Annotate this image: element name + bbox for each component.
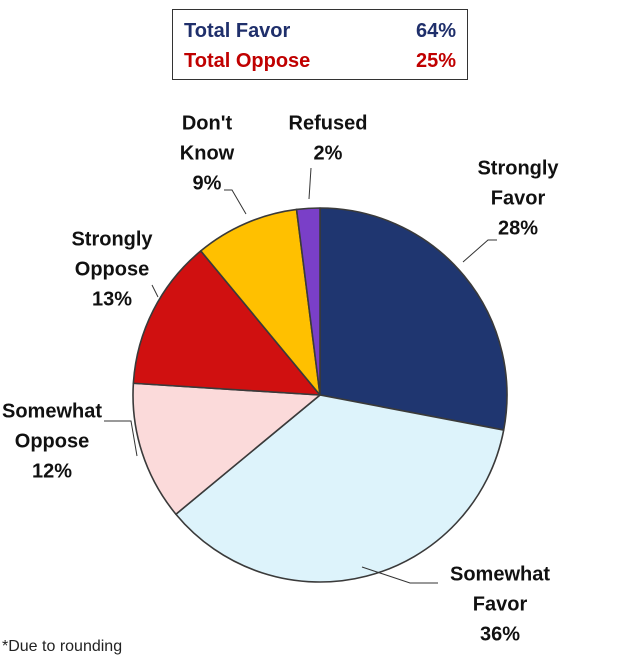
slice-value-label-somewhat-favor: 36% [480,623,520,645]
pie-slice-strongly-oppose [132,250,321,396]
total-oppose-row: Total Oppose 25% [184,47,456,75]
slice-category-label-somewhat-oppose: Somewhat [2,400,102,422]
leader-line-strongly-oppose [151,284,159,298]
slice-category-label-strongly-oppose: Strongly [71,228,153,250]
leader-line-refused [308,167,312,200]
leader-line-somewhat-favor [361,566,438,584]
slice-value-label-somewhat-oppose: 12% [32,460,72,482]
pie-slice-strongly-favor [319,207,508,431]
leader-line-strongly-favor [462,239,497,263]
footnote: *Due to rounding [2,638,123,655]
slice-category-label-strongly-favor: Favor [491,187,546,209]
slice-value-label-strongly-oppose: 13% [92,288,132,310]
slice-category-label-somewhat-favor: Favor [473,593,528,615]
pie-slice-refused [295,207,321,396]
total-oppose-value: 25% [415,50,456,72]
pie-slices [132,207,508,583]
slice-category-label-don-t-know: Know [180,142,235,164]
pie-slice-somewhat-oppose [132,382,321,515]
total-favor-value: 64% [415,20,456,42]
slice-category-label-strongly-favor: Strongly [477,157,559,179]
leader-line-somewhat-oppose [104,420,138,457]
slice-value-label-strongly-favor: 28% [498,217,538,239]
slice-category-label-strongly-oppose: Oppose [75,258,149,280]
slice-value-label-refused: 2% [314,142,343,164]
slice-labels: Strongly Favor 28% Somewhat Favor 36% Somewhat… [2,112,559,645]
total-favor-label: Total Favor [184,20,291,42]
slice-category-label-somewhat-oppose: Oppose [15,430,89,452]
slice-category-label-don-t-know: Don't [182,112,233,134]
pie-slice-somewhat-favor [175,394,505,583]
slice-category-label-somewhat-favor: Somewhat [450,563,550,585]
summary-box: Total Favor 64% Total Oppose 25% [172,9,468,80]
leader-line-don-t-know [224,189,247,215]
pie-slice-don-t-know [200,208,321,396]
slice-category-label-refused: Refused [289,112,368,134]
total-oppose-label: Total Oppose [184,50,311,72]
slice-value-label-don-t-know: 9% [193,172,222,194]
total-favor-row: Total Favor 64% [184,17,456,45]
